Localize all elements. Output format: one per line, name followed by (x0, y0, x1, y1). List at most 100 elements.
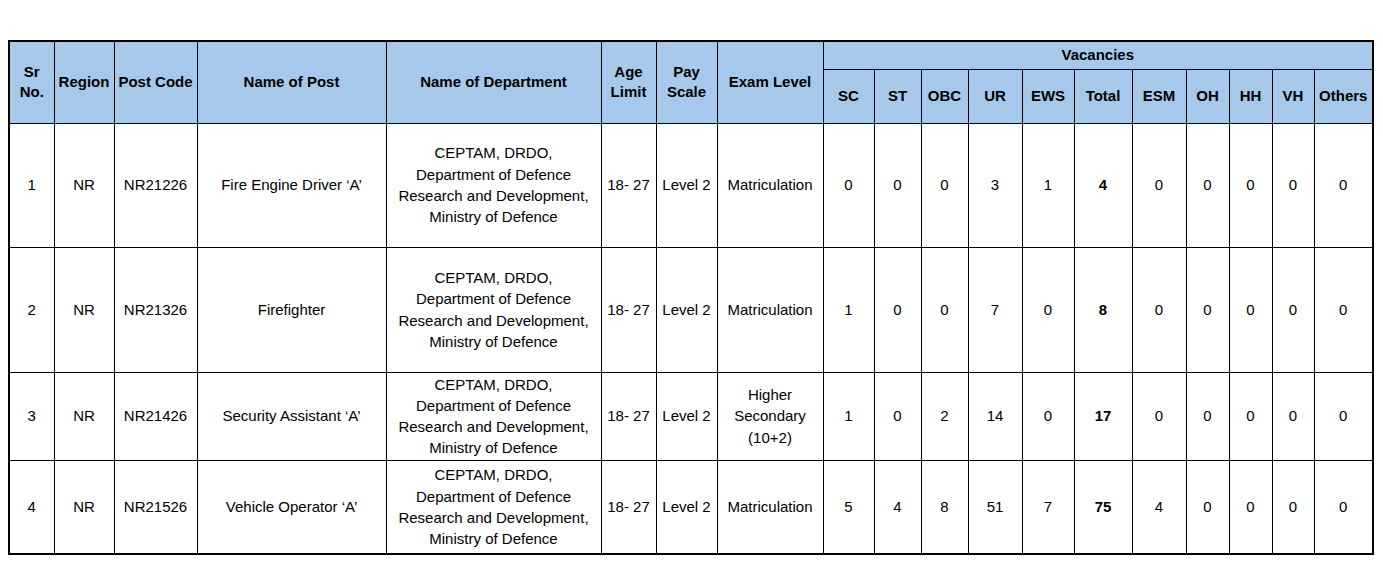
column-header-pay-scale: Pay Scale (656, 41, 717, 123)
cell-vh: 0 (1272, 372, 1314, 460)
column-header-age-limit: Age Limit (601, 41, 656, 123)
cell-exam-level: Matriculation (717, 247, 823, 372)
cell-department: CEPTAM, DRDO, Department of Defence Rese… (386, 372, 601, 460)
cell-name-of-post: Vehicle Operator ‘A’ (197, 460, 386, 554)
cell-sr-no: 4 (9, 460, 54, 554)
cell-sr-no: 2 (9, 247, 54, 372)
table-row: 2NRNR21326FirefighterCEPTAM, DRDO, Depar… (9, 247, 1373, 372)
cell-oh: 0 (1186, 372, 1229, 460)
cell-esm: 0 (1132, 372, 1186, 460)
cell-name-of-post: Security Assistant ‘A’ (197, 372, 386, 460)
cell-department: CEPTAM, DRDO, Department of Defence Rese… (386, 247, 601, 372)
cell-total: 75 (1074, 460, 1132, 554)
cell-hh: 0 (1229, 460, 1272, 554)
table-body: 1NRNR21226Fire Engine Driver ‘A’CEPTAM, … (9, 123, 1373, 554)
cell-st: 0 (874, 372, 921, 460)
column-header-region: Region (54, 41, 114, 123)
cell-ur: 14 (968, 372, 1022, 460)
cell-obc: 0 (921, 247, 968, 372)
column-header-sr-no: Sr No. (9, 41, 54, 123)
header-row-top: Sr No. Region Post Code Name of Post Nam… (9, 41, 1373, 69)
cell-obc: 2 (921, 372, 968, 460)
cell-sc: 0 (823, 123, 874, 247)
cell-esm: 4 (1132, 460, 1186, 554)
cell-oh: 0 (1186, 247, 1229, 372)
cell-age-limit: 18- 27 (601, 247, 656, 372)
cell-name-of-post: Fire Engine Driver ‘A’ (197, 123, 386, 247)
vacancy-header-vh: VH (1272, 69, 1314, 123)
cell-region: NR (54, 247, 114, 372)
cell-oh: 0 (1186, 123, 1229, 247)
cell-hh: 0 (1229, 123, 1272, 247)
cell-st: 0 (874, 123, 921, 247)
cell-sr-no: 3 (9, 372, 54, 460)
cell-pay-scale: Level 2 (656, 247, 717, 372)
table-header: Sr No. Region Post Code Name of Post Nam… (9, 41, 1373, 123)
vacancy-header-sc: SC (823, 69, 874, 123)
cell-st: 4 (874, 460, 921, 554)
column-header-exam-level: Exam Level (717, 41, 823, 123)
cell-sc: 5 (823, 460, 874, 554)
cell-age-limit: 18- 27 (601, 372, 656, 460)
cell-hh: 0 (1229, 372, 1272, 460)
cell-hh: 0 (1229, 247, 1272, 372)
column-header-vacancies-group: Vacancies (823, 41, 1373, 69)
vacancy-header-ur: UR (968, 69, 1022, 123)
cell-vh: 0 (1272, 247, 1314, 372)
cell-others: 0 (1314, 460, 1373, 554)
cell-vh: 0 (1272, 460, 1314, 554)
cell-region: NR (54, 372, 114, 460)
cell-region: NR (54, 460, 114, 554)
table-row: 3NRNR21426Security Assistant ‘A’CEPTAM, … (9, 372, 1373, 460)
cell-post-code: NR21526 (114, 460, 197, 554)
column-header-name-of-department: Name of Department (386, 41, 601, 123)
vacancy-header-total: Total (1074, 69, 1132, 123)
cell-ur: 3 (968, 123, 1022, 247)
cell-exam-level: Higher Secondary (10+2) (717, 372, 823, 460)
vacancy-header-oh: OH (1186, 69, 1229, 123)
cell-name-of-post: Firefighter (197, 247, 386, 372)
cell-ews: 0 (1022, 372, 1074, 460)
vacancy-header-hh: HH (1229, 69, 1272, 123)
cell-total: 8 (1074, 247, 1132, 372)
cell-total: 17 (1074, 372, 1132, 460)
cell-post-code: NR21426 (114, 372, 197, 460)
vacancy-header-obc: OBC (921, 69, 968, 123)
vacancy-table: Sr No. Region Post Code Name of Post Nam… (8, 40, 1374, 555)
cell-ews: 0 (1022, 247, 1074, 372)
cell-department: CEPTAM, DRDO, Department of Defence Rese… (386, 123, 601, 247)
cell-ews: 7 (1022, 460, 1074, 554)
cell-department: CEPTAM, DRDO, Department of Defence Rese… (386, 460, 601, 554)
vacancy-header-ews: EWS (1022, 69, 1074, 123)
cell-vh: 0 (1272, 123, 1314, 247)
cell-others: 0 (1314, 372, 1373, 460)
cell-pay-scale: Level 2 (656, 123, 717, 247)
cell-obc: 0 (921, 123, 968, 247)
cell-post-code: NR21326 (114, 247, 197, 372)
cell-esm: 0 (1132, 123, 1186, 247)
cell-obc: 8 (921, 460, 968, 554)
cell-ews: 1 (1022, 123, 1074, 247)
vacancy-header-others: Others (1314, 69, 1373, 123)
cell-others: 0 (1314, 247, 1373, 372)
cell-pay-scale: Level 2 (656, 372, 717, 460)
cell-oh: 0 (1186, 460, 1229, 554)
cell-sr-no: 1 (9, 123, 54, 247)
cell-post-code: NR21226 (114, 123, 197, 247)
cell-ur: 51 (968, 460, 1022, 554)
cell-ur: 7 (968, 247, 1022, 372)
vacancy-header-esm: ESM (1132, 69, 1186, 123)
cell-sc: 1 (823, 372, 874, 460)
table-row: 1NRNR21226Fire Engine Driver ‘A’CEPTAM, … (9, 123, 1373, 247)
column-header-name-of-post: Name of Post (197, 41, 386, 123)
table-row: 4NRNR21526Vehicle Operator ‘A’CEPTAM, DR… (9, 460, 1373, 554)
cell-region: NR (54, 123, 114, 247)
cell-pay-scale: Level 2 (656, 460, 717, 554)
column-header-post-code: Post Code (114, 41, 197, 123)
cell-exam-level: Matriculation (717, 460, 823, 554)
cell-st: 0 (874, 247, 921, 372)
cell-esm: 0 (1132, 247, 1186, 372)
cell-age-limit: 18- 27 (601, 123, 656, 247)
cell-exam-level: Matriculation (717, 123, 823, 247)
cell-sc: 1 (823, 247, 874, 372)
